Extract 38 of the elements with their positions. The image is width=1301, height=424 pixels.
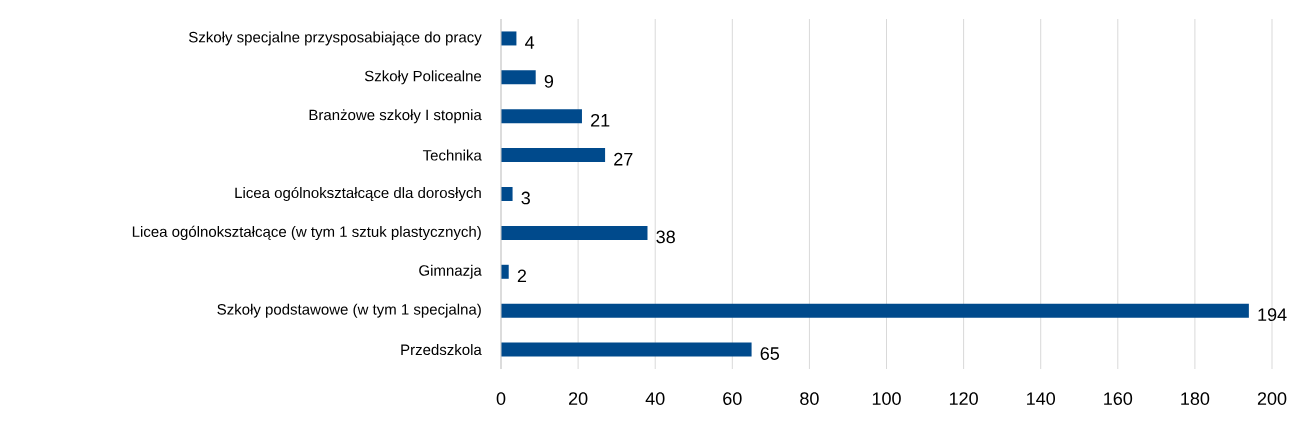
bar — [501, 31, 517, 46]
y-tick-label: Branżowe szkoły I stopnia — [309, 109, 482, 124]
x-tick-label: 20 — [569, 392, 588, 405]
x-tick-label: 200 — [1257, 392, 1287, 405]
y-tick-label: Licea ogólnokształcące dla dorosłych — [235, 186, 481, 202]
bar — [501, 342, 752, 357]
data-label: 194 — [1258, 308, 1287, 322]
x-tick-label: 120 — [949, 392, 978, 405]
y-tick-label: Technika — [422, 149, 482, 161]
bar — [501, 70, 536, 85]
y-tick-label: Przedszkola — [401, 344, 482, 356]
bar — [501, 148, 606, 163]
y-tick-label: Licea ogólnokształcące (w tym 1 sztuk plastycznych) — [132, 225, 481, 240]
x-tick-label: 160 — [1104, 392, 1133, 405]
data-label: 38 — [656, 230, 675, 244]
x-tick-label: 80 — [800, 392, 819, 405]
data-label: 2 — [517, 269, 527, 283]
x-tick-label: 100 — [872, 392, 901, 405]
y-tick-label: Szkoły podstawowe (w tym 1 specjalna) — [217, 303, 481, 318]
y-tick-label: Szkoły specjalne przysposabiające do pracy — [188, 31, 482, 46]
bar — [501, 109, 582, 124]
data-label: 27 — [614, 152, 633, 166]
bar — [501, 264, 509, 279]
bar — [501, 187, 513, 202]
x-tick-label: 60 — [723, 392, 742, 405]
bar — [501, 303, 1249, 318]
y-tick-label: Szkoły Policealne — [364, 70, 482, 85]
data-label: 3 — [521, 191, 530, 205]
bar — [501, 225, 648, 240]
data-label: 65 — [760, 347, 780, 360]
x-tick-label: 0 — [496, 392, 506, 405]
data-label: 4 — [525, 36, 535, 49]
data-label: 21 — [591, 113, 610, 127]
x-tick-label: 180 — [1181, 392, 1210, 405]
data-label: 9 — [544, 74, 554, 88]
x-tick-label: 40 — [645, 392, 665, 405]
x-tick-label: 140 — [1027, 392, 1056, 405]
y-tick-label: Gimnazja — [419, 264, 482, 279]
